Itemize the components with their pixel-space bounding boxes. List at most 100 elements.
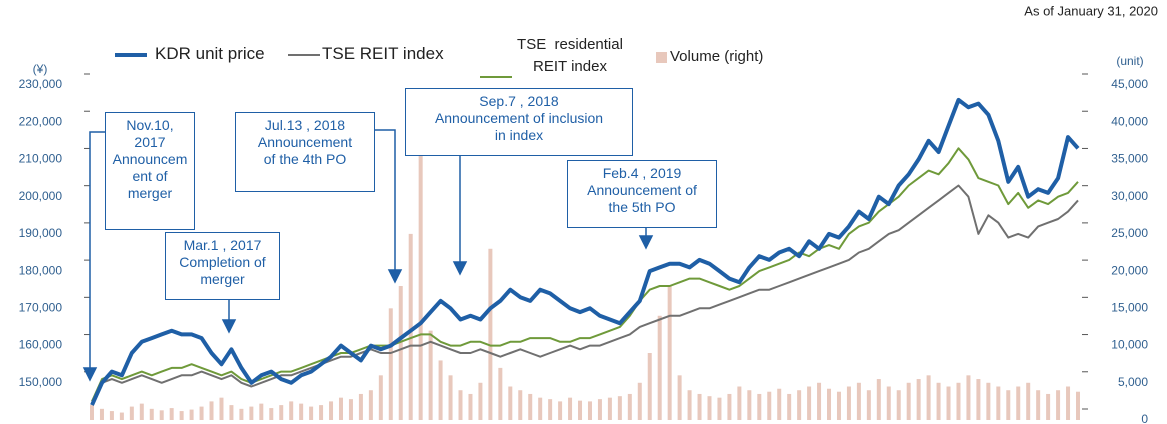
- annotation-box: Feb.4 , 2019 Announcement of the 5th PO: [567, 160, 717, 228]
- y-tick-label: 150,000: [19, 375, 63, 389]
- volume-bar: [488, 248, 493, 420]
- volume-bar: [179, 411, 184, 420]
- y2-tick-label: 40,000: [1111, 114, 1148, 128]
- volume-bar: [478, 382, 483, 420]
- y2-tick-label: 35,000: [1111, 152, 1148, 166]
- volume-bar: [827, 388, 832, 420]
- volume-bar: [159, 410, 164, 420]
- annotation-text: Mar.1 , 2017: [183, 237, 262, 253]
- volume-bar: [677, 375, 682, 420]
- y-tick-label: 160,000: [19, 338, 63, 352]
- volume-bar: [378, 375, 383, 420]
- volume-bar: [438, 360, 443, 420]
- arrow: [89, 131, 106, 370]
- annotation-text: Announcement of: [587, 182, 697, 198]
- y2-tick-label: 10,000: [1111, 338, 1148, 352]
- volume-bar: [468, 393, 473, 420]
- volume-bar: [578, 400, 583, 420]
- volume-bar: [946, 386, 951, 420]
- volume-bar: [239, 408, 244, 420]
- volume-bar: [458, 390, 463, 420]
- volume-bar: [1076, 391, 1080, 420]
- annotation-box: Nov.10, 2017 Announcem ent of merger: [105, 112, 195, 230]
- volume-bar: [279, 405, 284, 420]
- volume-bar: [548, 399, 553, 420]
- volume-bar: [1016, 386, 1021, 420]
- volume-bar: [269, 408, 274, 420]
- legend-entry: TSE residential REIT index: [517, 36, 628, 75]
- y-tick-label: 210,000: [19, 152, 63, 166]
- volume-bar: [747, 390, 752, 420]
- volume-bar: [996, 386, 1001, 420]
- volume-bar: [817, 382, 822, 420]
- y-tick-label: 230,000: [19, 77, 63, 91]
- volume-bar: [886, 386, 891, 420]
- volume-bar: [139, 403, 144, 420]
- volume-bar: [448, 375, 453, 420]
- y2-tick-label: 25,000: [1111, 226, 1148, 240]
- y2-tick-label: 0: [1141, 412, 1148, 424]
- volume-bar: [627, 393, 632, 420]
- volume-bar: [508, 386, 513, 420]
- arrow-head: [221, 319, 237, 334]
- volume-bar: [338, 397, 343, 420]
- volume-bar: [876, 379, 881, 420]
- annotation-text: the 5th PO: [608, 199, 676, 215]
- volume-bar: [388, 308, 393, 420]
- legend-entry: TSE REIT index: [322, 44, 444, 63]
- volume-bar: [169, 408, 174, 420]
- legend-entry: KDR unit price: [155, 44, 265, 63]
- y2-tick-label: 5,000: [1118, 375, 1148, 389]
- volume-bar: [498, 367, 503, 420]
- annotation-text: in index: [494, 127, 544, 143]
- legend-swatch: [656, 52, 667, 63]
- legend-entry: Volume (right): [670, 48, 764, 65]
- annotation-text: of the 4th PO: [263, 151, 347, 167]
- volume-bar: [249, 406, 254, 420]
- arrow-head: [387, 269, 403, 284]
- y2-axis-label: (unit): [1116, 54, 1143, 68]
- annotation-box: Jul.13 , 2018 Announcement of the 4th PO: [235, 112, 375, 192]
- volume-bar: [219, 397, 224, 420]
- volume-bar: [637, 382, 642, 420]
- volume-bar: [1056, 390, 1061, 420]
- volume-bar: [1006, 390, 1011, 420]
- volume-bar: [617, 396, 622, 420]
- y-tick-label: 190,000: [19, 226, 63, 240]
- volume-bar: [398, 286, 403, 420]
- volume-bar: [538, 397, 543, 420]
- volume-bar: [787, 393, 792, 420]
- volume-bar: [319, 405, 324, 420]
- volume-bar: [1066, 386, 1071, 420]
- volume-bar: [597, 399, 602, 420]
- volume-bar: [329, 401, 334, 420]
- volume-bar: [149, 408, 154, 420]
- y2-tick-label: 20,000: [1111, 263, 1148, 277]
- series-line: [90, 97, 1080, 406]
- arrow: [375, 129, 396, 272]
- volume-bar: [259, 403, 264, 420]
- volume-bar: [797, 390, 802, 420]
- series-line: [91, 184, 1079, 402]
- annotation-box: Sep.7 , 2018 Announcement of inclusion in …: [405, 88, 633, 156]
- volume-bar: [558, 401, 563, 420]
- volume-bar: [906, 382, 911, 420]
- volume-bar: [309, 406, 314, 420]
- volume-bar: [1036, 390, 1041, 420]
- volume-bar: [1026, 382, 1031, 420]
- volume-bar: [737, 386, 742, 420]
- volume-bar: [229, 405, 234, 420]
- y-tick-label: 200,000: [19, 189, 63, 203]
- volume-bar: [807, 386, 812, 420]
- volume-bar: [348, 399, 353, 420]
- annotation-text: Announcem: [112, 151, 188, 167]
- volume-bar: [966, 375, 971, 420]
- volume-bar: [697, 393, 702, 420]
- annotation-text: 2017: [134, 134, 166, 150]
- annotation-text: Announcement of inclusion: [434, 110, 604, 126]
- volume-bar: [707, 396, 712, 420]
- annotation-text: merger: [200, 271, 245, 287]
- volume-bar: [289, 401, 294, 420]
